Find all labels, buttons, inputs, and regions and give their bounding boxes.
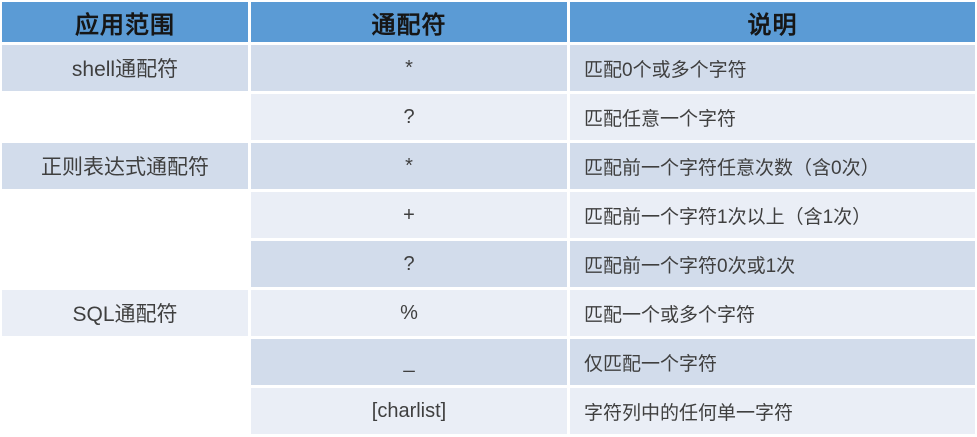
description-cell: 匹配任意一个字符	[570, 94, 975, 140]
header-cell-scope: 应用范围	[2, 2, 248, 42]
wildcard-cell: [charlist]	[251, 388, 567, 434]
table-header-row: 应用范围 通配符 说明	[2, 2, 975, 42]
wildcard-cell: *	[251, 45, 567, 91]
wildcard-cell: ?	[251, 241, 567, 287]
wildcard-cell: %	[251, 290, 567, 336]
description-cell: 匹配0个或多个字符	[570, 45, 975, 91]
description-cell: 匹配前一个字符1次以上（含1次）	[570, 192, 975, 238]
scope-cell-regex: 正则表达式通配符	[2, 143, 248, 189]
wildcard-cell: +	[251, 192, 567, 238]
scope-cell-shell: shell通配符	[2, 45, 248, 91]
description-cell: 匹配前一个字符任意次数（含0次）	[570, 143, 975, 189]
description-cell: 字符列中的任何单一字符	[570, 388, 975, 434]
header-cell-wildcard: 通配符	[251, 2, 567, 42]
wildcard-cell: _	[251, 339, 567, 385]
description-cell: 仅匹配一个字符	[570, 339, 975, 385]
group-regex: 正则表达式通配符 * 匹配前一个字符任意次数（含0次） + 匹配前一个字符1次以…	[2, 143, 975, 287]
scope-cell-sql: SQL通配符	[2, 290, 248, 336]
header-cell-description: 说明	[570, 2, 975, 42]
group-shell: shell通配符 * 匹配0个或多个字符 ? 匹配任意一个字符	[2, 45, 975, 140]
wildcard-cell: *	[251, 143, 567, 189]
description-cell: 匹配一个或多个字符	[570, 290, 975, 336]
wildcard-cell: ?	[251, 94, 567, 140]
group-sql: SQL通配符 % 匹配一个或多个字符 _ 仅匹配一个字符 [charlist] …	[2, 290, 975, 434]
description-cell: 匹配前一个字符0次或1次	[570, 241, 975, 287]
